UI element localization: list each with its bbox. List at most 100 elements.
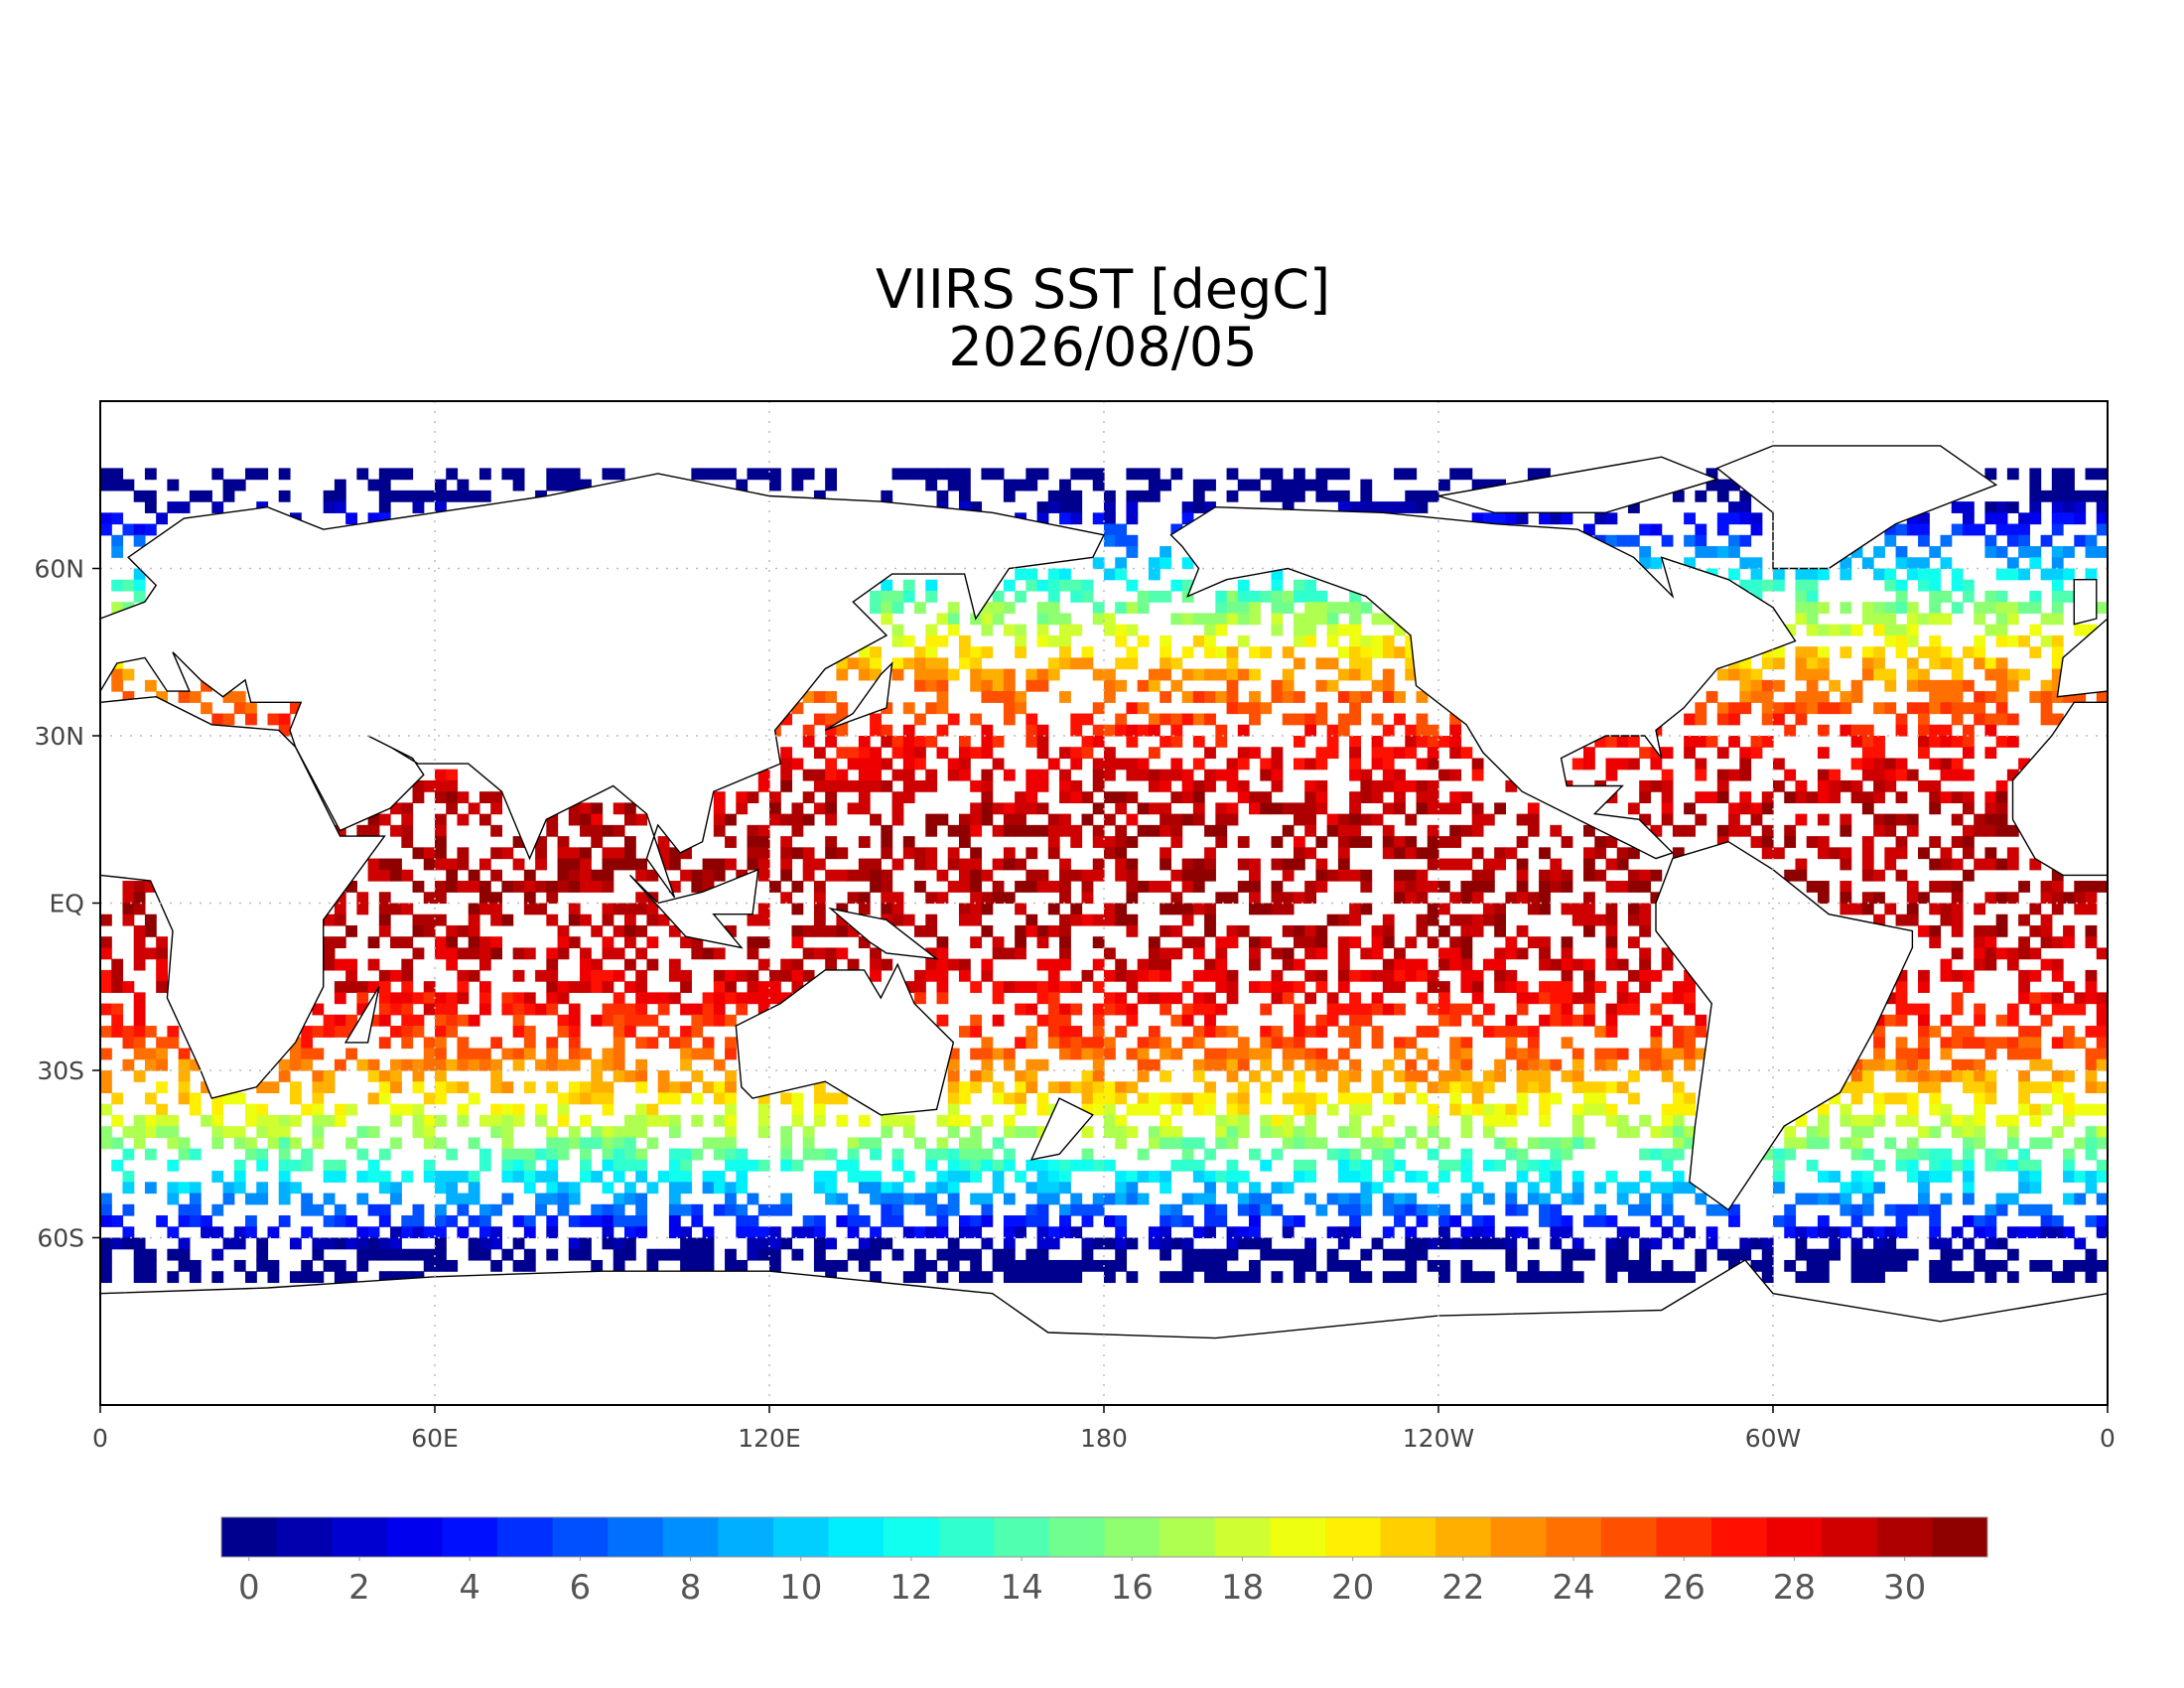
sst-pixel — [1304, 969, 1317, 982]
sst-pixel — [1115, 1003, 1128, 1016]
sst-pixel — [245, 713, 257, 726]
sst-pixel — [1750, 568, 1763, 581]
sst-pixel — [1884, 758, 1897, 771]
sst-pixel — [691, 1203, 704, 1216]
sst-pixel — [1561, 958, 1573, 971]
sst-pixel — [1995, 858, 2008, 871]
sst-pixel — [780, 779, 793, 792]
sst-pixel — [2029, 1048, 2042, 1060]
sst-pixel — [1360, 1003, 1373, 1016]
sst-pixel — [1115, 958, 1128, 971]
sst-pixel — [713, 1114, 726, 1127]
sst-pixel — [233, 479, 246, 492]
sst-pixel — [1516, 1026, 1529, 1038]
sst-pixel — [1906, 523, 1919, 536]
sst-pixel — [1850, 546, 1863, 558]
sst-pixel — [1394, 969, 1406, 982]
sst-pixel — [1806, 657, 1819, 670]
sst-pixel — [1160, 736, 1171, 748]
sst-pixel — [323, 958, 336, 971]
sst-pixel — [334, 479, 346, 492]
colorbar: 0 2 4 6 8 10 12 14 16 18 20 22 24 26 28 30 — [220, 1516, 1988, 1608]
sst-pixel — [825, 1092, 837, 1105]
sst-pixel — [289, 1159, 302, 1172]
coastline — [1169, 505, 1797, 860]
sst-pixel — [334, 958, 346, 971]
sst-pixel — [1092, 724, 1105, 737]
sst-pixel — [1728, 769, 1740, 781]
sst-pixel — [1795, 1271, 1808, 1284]
sst-pixel — [2006, 1271, 2019, 1284]
sst-pixel — [1104, 568, 1116, 581]
sst-pixel — [1192, 813, 1205, 826]
sst-pixel — [1716, 1248, 1729, 1261]
sst-pixel — [914, 668, 926, 681]
sst-pixel — [1829, 624, 1841, 636]
sst-pixel — [2074, 881, 2087, 893]
sst-pixel — [1237, 836, 1250, 848]
sst-pixel — [546, 1037, 559, 1050]
sst-pixel — [1974, 936, 1986, 949]
sst-pixel — [1850, 1215, 1863, 1227]
sst-pixel — [881, 590, 893, 603]
sst-pixel — [1416, 958, 1429, 971]
sst-pixel — [1494, 802, 1506, 815]
sst-pixel — [1505, 1137, 1518, 1150]
sst-pixel — [1929, 691, 1942, 703]
sst-pixel — [1293, 836, 1305, 848]
sst-pixel — [2051, 713, 2064, 726]
sst-pixel — [981, 624, 994, 636]
sst-pixel — [580, 1215, 592, 1227]
sst-pixel — [501, 1003, 514, 1016]
sst-pixel — [1025, 1070, 1038, 1082]
sst-pixel — [1650, 1126, 1663, 1138]
sst-pixel — [958, 1271, 971, 1284]
sst-pixel — [725, 1092, 737, 1105]
sst-pixel — [133, 881, 146, 893]
sst-pixel — [813, 691, 826, 703]
sst-pixel — [401, 1171, 414, 1183]
sst-pixel — [435, 813, 447, 826]
sst-pixel — [1918, 702, 1930, 715]
sst-pixel — [1304, 847, 1317, 860]
sst-pixel — [1282, 869, 1295, 882]
sst-pixel — [1995, 1159, 2008, 1172]
sst-pixel — [1059, 1159, 1071, 1172]
sst-pixel — [1215, 813, 1228, 826]
sst-pixel — [646, 903, 659, 915]
sst-pixel — [1482, 1081, 1495, 1094]
sst-pixel — [958, 881, 971, 893]
sst-pixel — [1326, 992, 1339, 1005]
sst-pixel — [1326, 1103, 1339, 1116]
sst-pixel — [1036, 1259, 1049, 1272]
sst-pixel — [1906, 624, 1919, 636]
sst-pixel — [423, 1259, 436, 1272]
sst-pixel — [1661, 813, 1674, 826]
sst-pixel — [1684, 824, 1696, 837]
sst-pixel — [713, 981, 726, 993]
sst-pixel — [1929, 836, 1942, 848]
x-tick-label: 120W — [1403, 1424, 1474, 1453]
sst-pixel — [1918, 1070, 1930, 1082]
sst-pixel — [1906, 613, 1919, 626]
sst-pixel — [512, 1237, 525, 1250]
sst-pixel — [1817, 769, 1830, 781]
sst-pixel — [870, 779, 882, 792]
sst-pixel — [1873, 1259, 1885, 1272]
sst-pixel — [1918, 747, 1930, 760]
sst-pixel — [1181, 1259, 1194, 1272]
sst-pixel — [1639, 1193, 1652, 1205]
sst-pixel — [2006, 613, 2019, 626]
sst-pixel — [2063, 1092, 2075, 1105]
sst-pixel — [1349, 1259, 1361, 1272]
sst-pixel — [958, 836, 971, 848]
sst-pixel — [1092, 1092, 1105, 1105]
sst-pixel — [1282, 947, 1295, 960]
sst-pixel — [713, 791, 726, 803]
sst-pixel — [1416, 1203, 1429, 1216]
sst-pixel — [1304, 634, 1317, 647]
sst-pixel — [1895, 713, 1908, 726]
sst-pixel — [1382, 969, 1395, 982]
sst-pixel — [1025, 881, 1038, 893]
sst-pixel — [1650, 1048, 1663, 1060]
